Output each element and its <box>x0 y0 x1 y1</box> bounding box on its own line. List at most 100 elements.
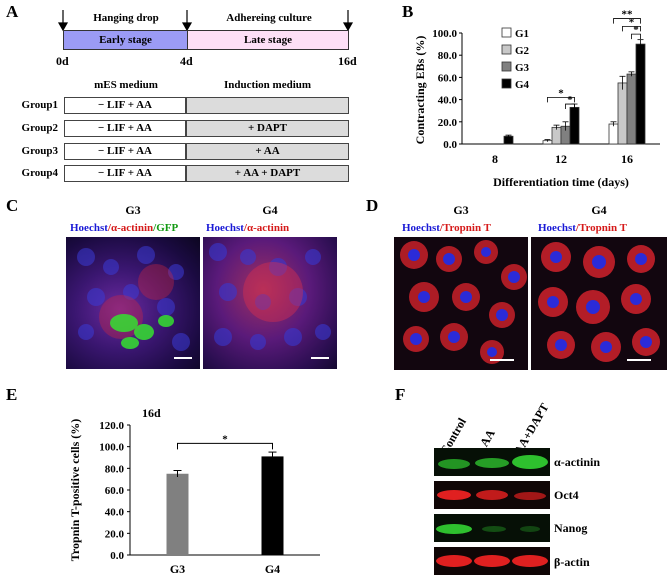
blot-bands <box>437 490 546 500</box>
y-tick-label: 120.0 <box>99 420 124 432</box>
lane-label: AA <box>477 426 498 449</box>
group-mes-cell: − LIF + AA <box>64 120 186 137</box>
group-name: Group3 <box>21 145 58 157</box>
mes-medium-header: mES medium <box>94 79 158 91</box>
group-name: Group1 <box>21 99 58 111</box>
panel-d-g4-title: G4 <box>591 203 607 217</box>
significance-marker: * <box>633 24 639 36</box>
significance-bracket <box>565 103 575 110</box>
panel-label-f: F <box>395 385 406 404</box>
panel-label-e: E <box>6 385 18 404</box>
day-16-label: 16d <box>338 54 357 68</box>
significance-marker: * <box>222 433 228 445</box>
legend-label: G3 <box>515 62 530 74</box>
y-tick-label: 100.0 <box>99 442 124 454</box>
stain-separator: / <box>575 222 579 234</box>
micrograph-c-g3-texture <box>77 246 192 359</box>
significance-bracket <box>547 96 575 103</box>
significance-marker: * <box>558 87 564 99</box>
stain-hoechst: Hoechst <box>538 222 576 234</box>
group-induction-cell: + DAPT <box>186 120 349 137</box>
blot-bands <box>436 555 548 567</box>
blot-row-label: β-actin <box>554 555 590 569</box>
x-tick-label: 12 <box>555 152 567 166</box>
panel-c-g4-stain-label: Hoechst/α-actinin <box>206 222 289 234</box>
micrograph-d-g3-texture <box>400 240 527 364</box>
bar <box>503 135 514 145</box>
y-tick-label: 20.0 <box>105 528 125 540</box>
blot-row-label: Nanog <box>554 521 588 535</box>
micrograph-c-g4 <box>203 237 337 369</box>
panel-c-g3-title: G3 <box>125 203 141 217</box>
micrograph-c-g3 <box>66 237 200 369</box>
micrograph-c-g4-texture <box>209 243 331 359</box>
legend-swatch <box>501 27 512 38</box>
legend-swatch <box>501 78 512 89</box>
blot-oct4 <box>434 481 550 509</box>
y-tick-label: 0.0 <box>443 139 457 151</box>
bar <box>635 43 646 145</box>
day-0-label: 0d <box>56 54 69 68</box>
group-induction-cell: + AA + DAPT <box>186 165 349 182</box>
y-tick-label: 0.0 <box>110 550 124 562</box>
x-tick-label: 16 <box>621 152 633 166</box>
significance-marker: * <box>629 16 635 28</box>
legend-swatch <box>501 61 512 72</box>
blot-row-label: α-actinin <box>554 455 601 469</box>
bar <box>617 82 628 145</box>
micrograph-d-g3 <box>394 237 528 370</box>
legend-label: G1 <box>515 28 529 40</box>
y-tick-label: 80.0 <box>105 463 125 475</box>
stain-hoechst: Hoechst <box>206 222 244 234</box>
stain-actinin: α-actinin <box>246 222 290 234</box>
x-tick-label: G4 <box>265 562 280 575</box>
bar <box>166 473 189 555</box>
group-name: Group2 <box>21 122 58 134</box>
blot-nanog <box>434 514 550 542</box>
y-axis-title: Contracting EBs (%) <box>413 36 427 145</box>
stain-actinin: α-actinin <box>110 222 154 234</box>
y-axis-title: Tropnin T-positive cells (%) <box>68 419 82 562</box>
group-mes-cell: − LIF + AA <box>64 165 186 182</box>
significance-marker: * <box>567 94 573 106</box>
late-stage-bar: Late stage <box>187 30 349 50</box>
legend-label: G2 <box>515 45 530 57</box>
x-tick-label: 8 <box>492 152 498 166</box>
y-tick-label: 40.0 <box>438 95 458 107</box>
bar <box>569 106 580 145</box>
stain-hoechst: Hoechst <box>70 222 108 234</box>
panel-label-c: C <box>6 196 19 215</box>
legend-label: G4 <box>515 79 530 91</box>
x-tick-label: G3 <box>170 562 185 575</box>
stain-separator: / <box>439 222 443 234</box>
panel-c-g3-stain-label: Hoechst/α-actinin/GFP <box>70 222 178 234</box>
stain-tropnin: Tropnin T <box>578 222 627 234</box>
bar <box>608 123 619 145</box>
stage-arrows <box>57 10 354 32</box>
panel-label-a: A <box>6 2 19 21</box>
blot-alpha-actinin <box>434 448 550 476</box>
blot-bands <box>436 524 540 534</box>
group-mes-cell: − LIF + AA <box>64 143 186 160</box>
group-row: Group4 − LIF + AA + AA + DAPT <box>0 165 350 182</box>
y-tick-label: 60.0 <box>438 72 458 84</box>
stain-gfp: /GFP <box>153 222 179 234</box>
tropnin-bar-chart: 0.0 20.0 40.0 60.0 80.0 100.0 120.0 G3 G4 * 16d Tro… <box>68 406 320 575</box>
y-tick-label: 60.0 <box>105 485 125 497</box>
significance-bracket <box>631 33 641 40</box>
y-tick-label: 20.0 <box>438 117 458 129</box>
micrograph-d-g4 <box>531 237 667 370</box>
group-mes-cell: − LIF + AA <box>64 97 186 114</box>
stain-separator: / <box>107 222 111 234</box>
day-4-label: 4d <box>180 54 193 68</box>
induction-medium-header: Induction medium <box>223 79 312 91</box>
bar <box>261 456 284 555</box>
stain-separator: / <box>243 222 247 234</box>
group-row: Group2 − LIF + AA + DAPT <box>0 120 350 137</box>
blot-row-label: Oct4 <box>554 488 579 502</box>
stain-tropnin: Tropnin T <box>442 222 491 234</box>
group-row: Group3 − LIF + AA + AA <box>0 143 350 160</box>
bar <box>551 126 562 145</box>
blot-beta-actin <box>434 547 550 575</box>
panel-d-g3-stain-label: Hoechst/Tropnin T <box>402 222 491 234</box>
